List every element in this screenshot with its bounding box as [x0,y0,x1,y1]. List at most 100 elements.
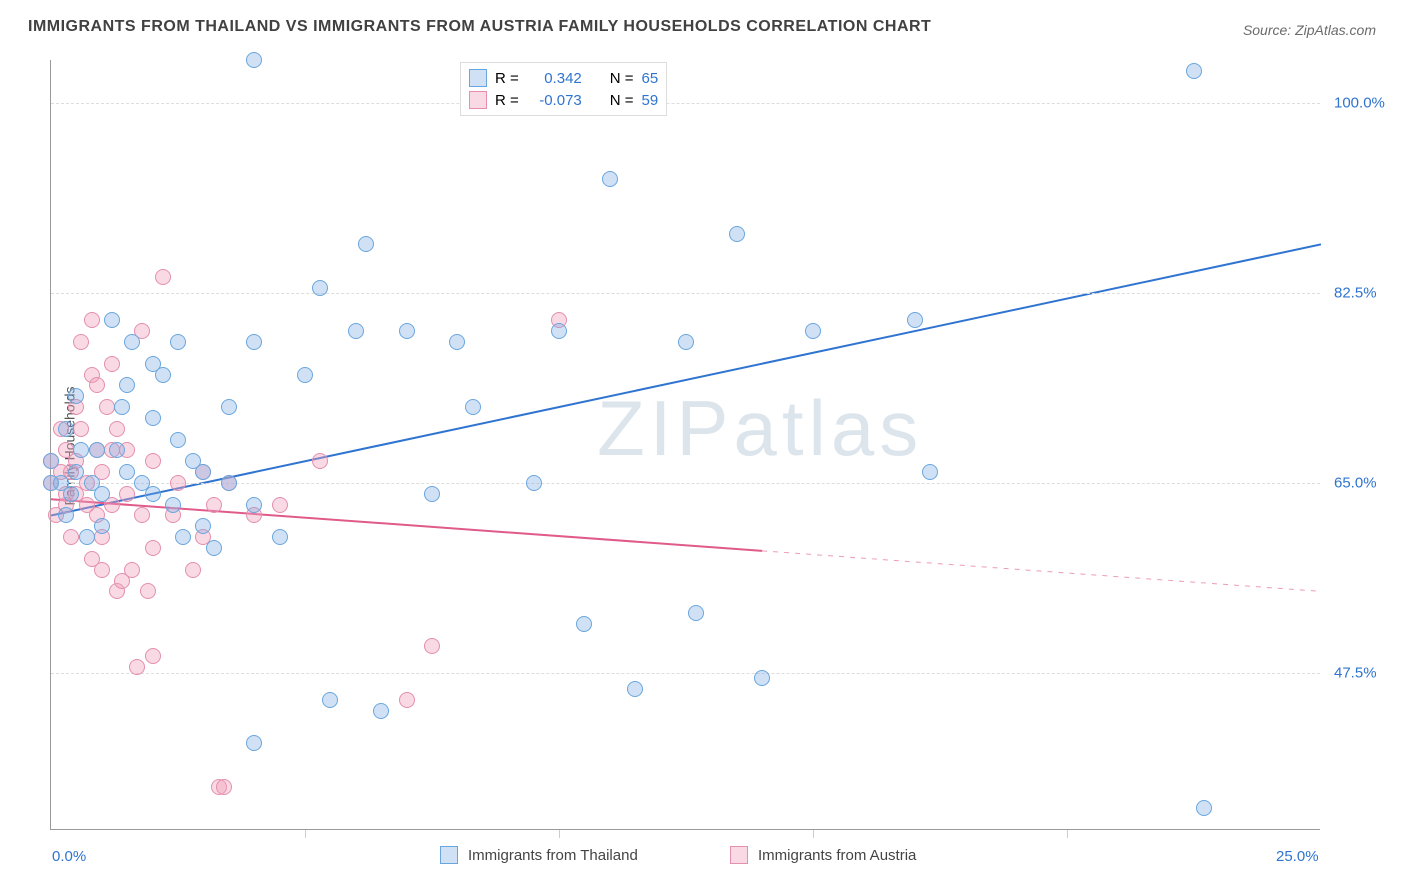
scatter-point-thailand [109,442,125,458]
gridline-h [51,293,1320,294]
scatter-point-austria [424,638,440,654]
scatter-point-thailand [627,681,643,697]
scatter-point-thailand [79,529,95,545]
legend-row-austria: R = -0.073 N = 59 [469,89,658,111]
y-tick-label: 82.5% [1334,285,1377,302]
n-value-austria: 59 [642,92,659,109]
scatter-point-thailand [907,312,923,328]
scatter-point-thailand [526,475,542,491]
chart-title: IMMIGRANTS FROM THAILAND VS IMMIGRANTS F… [28,18,931,36]
series-label-thailand: Immigrants from Thailand [468,847,638,864]
scatter-point-austria [63,529,79,545]
scatter-point-austria [134,507,150,523]
scatter-point-thailand [729,226,745,242]
y-tick-label: 47.5% [1334,664,1377,681]
series-label-austria: Immigrants from Austria [758,847,916,864]
scatter-point-austria [216,779,232,795]
scatter-point-thailand [312,280,328,296]
scatter-point-thailand [119,464,135,480]
scatter-point-thailand [1186,63,1202,79]
gridline-h [51,103,1320,104]
scatter-point-thailand [195,518,211,534]
scatter-point-austria [89,377,105,393]
scatter-point-thailand [576,616,592,632]
scatter-point-thailand [94,486,110,502]
scatter-point-austria [140,583,156,599]
r-value-thailand: 0.342 [527,70,582,87]
scatter-point-thailand [206,540,222,556]
scatter-point-austria [119,486,135,502]
n-value-thailand: 65 [642,70,659,87]
scatter-point-thailand [89,442,105,458]
scatter-point-thailand [465,399,481,415]
scatter-point-austria [170,475,186,491]
scatter-point-thailand [170,432,186,448]
scatter-point-thailand [358,236,374,252]
scatter-point-austria [145,453,161,469]
x-tick-mark [813,830,814,838]
gridline-h [51,483,1320,484]
scatter-point-thailand [104,312,120,328]
scatter-point-thailand [922,464,938,480]
x-tick-mark [1067,830,1068,838]
plot-area: ZIPatlas [50,60,1320,830]
scatter-point-thailand [272,529,288,545]
series-legend-austria: Immigrants from Austria [730,846,916,864]
scatter-point-thailand [373,703,389,719]
scatter-point-thailand [322,692,338,708]
scatter-point-austria [109,421,125,437]
scatter-point-austria [73,334,89,350]
scatter-point-thailand [43,453,59,469]
scatter-point-thailand [94,518,110,534]
scatter-point-thailand [175,529,191,545]
scatter-point-thailand [1196,800,1212,816]
x-axis-max-label: 25.0% [1276,848,1319,865]
swatch-austria [469,91,487,109]
scatter-point-thailand [221,399,237,415]
scatter-point-thailand [124,334,140,350]
swatch-austria [730,846,748,864]
scatter-point-austria [124,562,140,578]
scatter-point-thailand [551,323,567,339]
n-label: N = [610,92,634,109]
scatter-point-thailand [58,421,74,437]
scatter-point-thailand [221,475,237,491]
scatter-point-thailand [68,388,84,404]
scatter-point-thailand [602,171,618,187]
scatter-point-austria [129,659,145,675]
scatter-point-austria [399,692,415,708]
scatter-point-thailand [348,323,364,339]
scatter-point-thailand [424,486,440,502]
y-tick-label: 65.0% [1334,474,1377,491]
scatter-point-thailand [68,464,84,480]
y-tick-label: 100.0% [1334,95,1385,112]
scatter-point-austria [104,356,120,372]
scatter-point-thailand [73,442,89,458]
scatter-point-thailand [246,735,262,751]
scatter-point-austria [312,453,328,469]
n-label: N = [610,70,634,87]
scatter-point-thailand [145,410,161,426]
scatter-point-thailand [246,52,262,68]
scatter-point-austria [185,562,201,578]
swatch-thailand [440,846,458,864]
scatter-point-thailand [246,334,262,350]
x-tick-mark [305,830,306,838]
scatter-point-thailand [63,486,79,502]
scatter-point-austria [84,312,100,328]
trend-lines-layer [51,60,1321,830]
scatter-point-thailand [165,497,181,513]
scatter-point-thailand [754,670,770,686]
scatter-point-austria [145,540,161,556]
correlation-legend: R = 0.342 N = 65 R = -0.073 N = 59 [460,62,667,116]
scatter-point-thailand [678,334,694,350]
scatter-point-austria [206,497,222,513]
scatter-point-thailand [155,367,171,383]
scatter-point-austria [272,497,288,513]
scatter-point-thailand [195,464,211,480]
scatter-point-austria [99,399,115,415]
legend-row-thailand: R = 0.342 N = 65 [469,67,658,89]
r-label: R = [495,92,519,109]
scatter-point-thailand [688,605,704,621]
swatch-thailand [469,69,487,87]
